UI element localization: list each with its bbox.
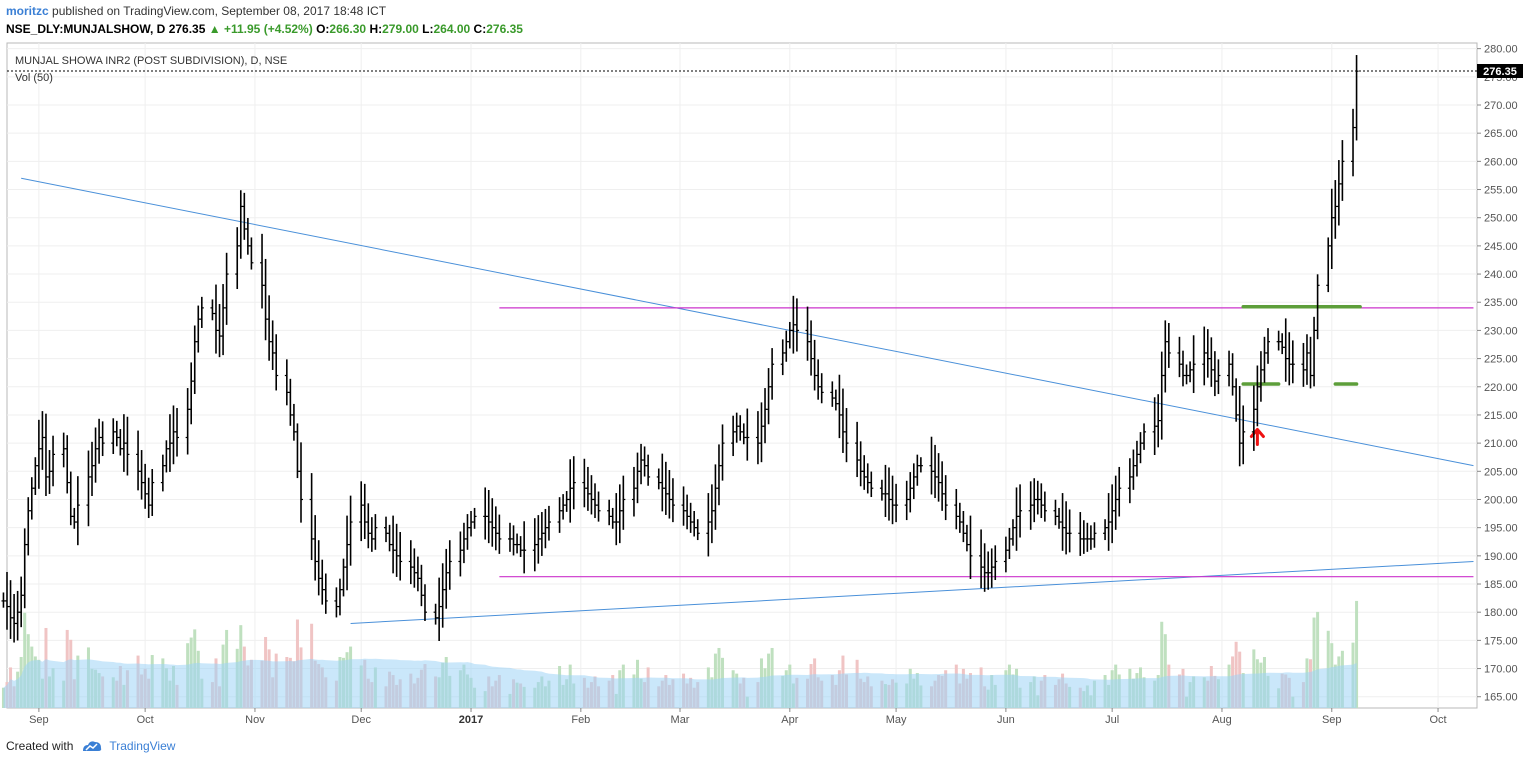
y-tick-label: 215.00	[1484, 410, 1518, 422]
volume-bar	[23, 612, 27, 708]
y-tick-label: 210.00	[1484, 438, 1518, 450]
published-text: published on TradingView.com, September …	[52, 4, 387, 18]
volume-bar	[1312, 617, 1316, 708]
symbol-info: NSE_DLY:MUNJALSHOW, D 276.35 ▲ +11.95 (+…	[6, 22, 523, 36]
x-tick-label: Sep	[29, 714, 49, 726]
x-tick-label: Nov	[245, 714, 265, 726]
x-tick-label: Apr	[781, 714, 798, 726]
close-value: 276.35	[486, 22, 523, 36]
ohlc-bars	[1, 55, 1359, 643]
y-tick-label: 250.00	[1484, 213, 1518, 225]
y-tick-label: 200.00	[1484, 494, 1518, 506]
last-price-badge	[1477, 64, 1523, 78]
close-label: C:	[473, 22, 487, 36]
y-tick-label: 170.00	[1484, 664, 1518, 676]
y-tick-label: 175.00	[1484, 635, 1518, 647]
x-tick-label: May	[886, 714, 907, 726]
low-label: L:	[422, 22, 434, 36]
x-tick-label: Jul	[1105, 714, 1119, 726]
y-tick-label: 270.00	[1484, 100, 1518, 112]
x-tick-label: Oct	[1429, 714, 1446, 726]
y-tick-label: 260.00	[1484, 156, 1518, 168]
high-value: 279.00	[382, 22, 419, 36]
volume-bar	[1160, 621, 1164, 708]
volume-bar	[717, 647, 721, 708]
change-value: +11.95 (+4.52%)	[223, 22, 313, 36]
y-tick-label: 185.00	[1484, 579, 1518, 591]
trendline-ascending	[350, 560, 1474, 624]
last-price-badge-text: 276.35	[1483, 66, 1517, 78]
y-tick-label: 195.00	[1484, 523, 1518, 535]
volume-label: Vol (50)	[15, 72, 53, 84]
plot-frame	[6, 42, 1478, 709]
gridlines	[7, 43, 1477, 708]
volume-bar	[1316, 611, 1320, 708]
volume-bar	[1163, 634, 1167, 708]
volume-bars	[1, 600, 1359, 708]
y-tick-label: 235.00	[1484, 297, 1518, 309]
pane-title: MUNJAL SHOWA INR2 (POST SUBDIVISION), D,…	[15, 55, 287, 67]
x-tick-label: Mar	[671, 714, 690, 726]
x-tick-label: Aug	[1212, 714, 1232, 726]
y-tick-label: 205.00	[1484, 466, 1518, 478]
created-with-text: Created with	[6, 739, 74, 753]
time-axis[interactable]: Sep Oct Nov Dec 2017 Feb Mar Apr May Jun Jul Aug Sep…	[29, 708, 1447, 726]
x-tick-label: Feb	[571, 714, 590, 726]
up-arrow-icon: ▲	[208, 22, 221, 36]
footer: Created with TradingView	[6, 739, 175, 753]
y-tick-label: 240.00	[1484, 269, 1518, 281]
x-tick-label: Jun	[997, 714, 1015, 726]
tradingview-logo-icon	[83, 741, 102, 751]
x-tick-label: 2017	[459, 714, 483, 726]
trendline-descending	[21, 177, 1474, 467]
open-value: 266.30	[329, 22, 367, 36]
low-value: 264.00	[433, 22, 471, 36]
x-tick-label: Sep	[1322, 714, 1342, 726]
x-tick-label: Oct	[137, 714, 154, 726]
y-tick-label: 220.00	[1484, 382, 1518, 394]
symbol-label: NSE_DLY:MUNJALSHOW, D	[6, 22, 166, 36]
volume-ma-area	[3, 658, 1357, 708]
open-label: O:	[316, 22, 330, 36]
y-tick-label: 225.00	[1484, 354, 1518, 366]
publish-info: moritzc published on TradingView.com, Se…	[6, 4, 386, 18]
tradingview-brand[interactable]: TradingView	[81, 739, 175, 753]
x-tick-label: Dec	[351, 714, 371, 726]
price-axis[interactable]: 280.00275.00270.00265.00260.00255.00250.…	[1477, 44, 1518, 704]
y-tick-label: 190.00	[1484, 551, 1518, 563]
author-link[interactable]: moritzc	[6, 4, 49, 18]
brand-text: TradingView	[109, 739, 176, 753]
y-tick-label: 230.00	[1484, 325, 1518, 337]
y-tick-label: 255.00	[1484, 185, 1518, 197]
high-label: H:	[369, 22, 383, 36]
y-tick-label: 280.00	[1484, 44, 1518, 56]
y-tick-label: 180.00	[1484, 607, 1518, 619]
y-tick-label: 245.00	[1484, 241, 1518, 253]
last-price: 276.35	[168, 22, 206, 36]
y-tick-label: 165.00	[1484, 692, 1518, 704]
y-tick-label: 265.00	[1484, 128, 1518, 140]
volume-bar	[1355, 600, 1359, 708]
drawings	[21, 177, 1474, 624]
